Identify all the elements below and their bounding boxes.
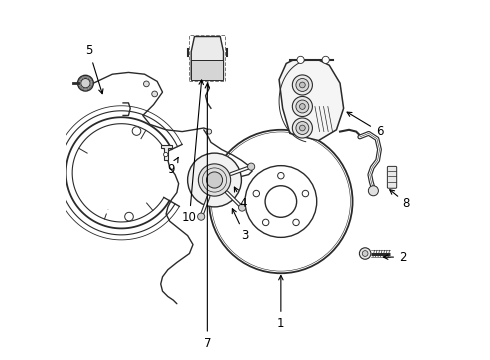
Text: 2: 2 <box>384 251 407 264</box>
Text: 7: 7 <box>204 84 211 350</box>
Text: 6: 6 <box>347 112 383 138</box>
Circle shape <box>197 213 205 220</box>
Circle shape <box>198 164 231 196</box>
Circle shape <box>253 190 260 197</box>
Circle shape <box>299 104 305 109</box>
Text: 8: 8 <box>390 190 410 210</box>
Circle shape <box>293 96 313 117</box>
Circle shape <box>362 251 368 256</box>
Circle shape <box>293 75 313 95</box>
Circle shape <box>239 204 245 211</box>
Circle shape <box>302 190 309 197</box>
Circle shape <box>299 82 305 88</box>
Text: 1: 1 <box>277 275 285 330</box>
Text: 5: 5 <box>85 44 103 94</box>
Circle shape <box>152 91 157 97</box>
Circle shape <box>164 152 168 157</box>
Circle shape <box>188 153 242 207</box>
Circle shape <box>132 127 141 135</box>
Polygon shape <box>191 60 223 80</box>
Circle shape <box>77 75 93 91</box>
Circle shape <box>359 248 371 259</box>
Text: 9: 9 <box>168 157 178 176</box>
Circle shape <box>124 212 133 221</box>
FancyBboxPatch shape <box>388 166 397 188</box>
Circle shape <box>296 100 309 113</box>
Polygon shape <box>191 37 223 80</box>
Circle shape <box>296 122 309 134</box>
Circle shape <box>322 56 329 63</box>
Circle shape <box>299 125 305 131</box>
Circle shape <box>368 186 378 196</box>
Text: 3: 3 <box>232 209 249 242</box>
Text: 10: 10 <box>182 80 203 224</box>
Circle shape <box>293 118 313 138</box>
Text: 4: 4 <box>234 187 247 210</box>
Circle shape <box>207 129 212 134</box>
Circle shape <box>247 163 255 170</box>
Circle shape <box>293 219 299 226</box>
Circle shape <box>296 78 309 91</box>
Polygon shape <box>279 60 343 140</box>
Circle shape <box>297 56 304 63</box>
Circle shape <box>206 172 222 188</box>
Circle shape <box>263 219 269 226</box>
Circle shape <box>278 172 284 179</box>
Circle shape <box>81 78 90 88</box>
Polygon shape <box>161 145 172 159</box>
Circle shape <box>144 81 149 87</box>
